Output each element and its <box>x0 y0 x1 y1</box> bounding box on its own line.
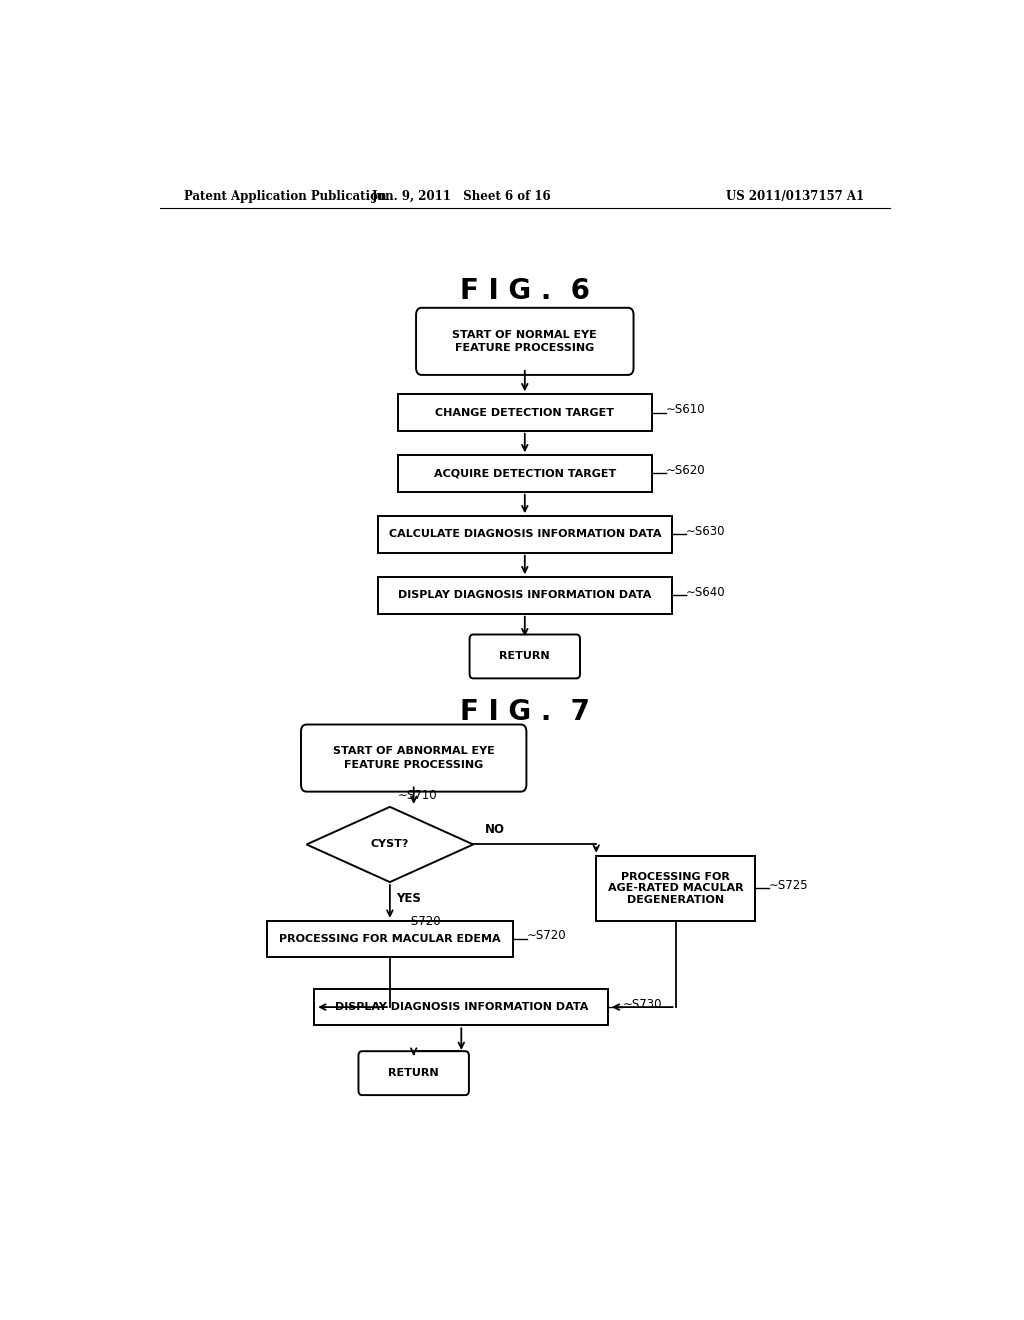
Text: PROCESSING FOR MACULAR EDEMA: PROCESSING FOR MACULAR EDEMA <box>280 935 501 944</box>
Text: F I G .  6: F I G . 6 <box>460 276 590 305</box>
Text: START OF NORMAL EYE
FEATURE PROCESSING: START OF NORMAL EYE FEATURE PROCESSING <box>453 330 597 352</box>
Text: ∼S640: ∼S640 <box>686 586 726 599</box>
Text: CALCULATE DIAGNOSIS INFORMATION DATA: CALCULATE DIAGNOSIS INFORMATION DATA <box>388 529 662 540</box>
Text: ∼S610: ∼S610 <box>666 403 706 416</box>
FancyBboxPatch shape <box>416 308 634 375</box>
FancyBboxPatch shape <box>470 635 580 678</box>
Bar <box>378 516 672 553</box>
Text: RETURN: RETURN <box>500 652 550 661</box>
Text: DISPLAY DIAGNOSIS INFORMATION DATA: DISPLAY DIAGNOSIS INFORMATION DATA <box>398 590 651 601</box>
Bar <box>397 455 651 492</box>
Text: START OF ABNORMAL EYE
FEATURE PROCESSING: START OF ABNORMAL EYE FEATURE PROCESSING <box>333 747 495 770</box>
Text: ∼S725: ∼S725 <box>769 879 809 891</box>
Text: ∼S720: ∼S720 <box>401 915 441 928</box>
Text: ACQUIRE DETECTION TARGET: ACQUIRE DETECTION TARGET <box>434 469 615 478</box>
Text: PROCESSING FOR
AGE-RATED MACULAR
DEGENERATION: PROCESSING FOR AGE-RATED MACULAR DEGENER… <box>608 871 743 904</box>
Text: CHANGE DETECTION TARGET: CHANGE DETECTION TARGET <box>435 408 614 417</box>
Text: ∼S630: ∼S630 <box>686 525 725 539</box>
Text: Jun. 9, 2011   Sheet 6 of 16: Jun. 9, 2011 Sheet 6 of 16 <box>372 190 551 202</box>
Text: US 2011/0137157 A1: US 2011/0137157 A1 <box>726 190 863 202</box>
Bar <box>397 395 651 430</box>
Bar <box>314 989 608 1026</box>
Text: ∼S710: ∼S710 <box>397 789 437 801</box>
Polygon shape <box>306 807 473 882</box>
Text: F I G .  7: F I G . 7 <box>460 698 590 726</box>
Text: YES: YES <box>396 892 421 906</box>
Text: Patent Application Publication: Patent Application Publication <box>183 190 386 202</box>
FancyBboxPatch shape <box>358 1051 469 1096</box>
FancyBboxPatch shape <box>301 725 526 792</box>
Text: RETURN: RETURN <box>388 1068 439 1078</box>
Text: ∼S620: ∼S620 <box>666 463 706 477</box>
Bar <box>596 855 755 921</box>
Text: ∼S730: ∼S730 <box>623 998 662 1011</box>
Text: NO: NO <box>485 824 505 837</box>
Text: CYST?: CYST? <box>371 840 409 850</box>
Text: DISPLAY DIAGNOSIS INFORMATION DATA: DISPLAY DIAGNOSIS INFORMATION DATA <box>335 1002 588 1012</box>
Bar <box>378 577 672 614</box>
Bar <box>267 921 513 957</box>
Text: ∼S720: ∼S720 <box>527 929 567 942</box>
